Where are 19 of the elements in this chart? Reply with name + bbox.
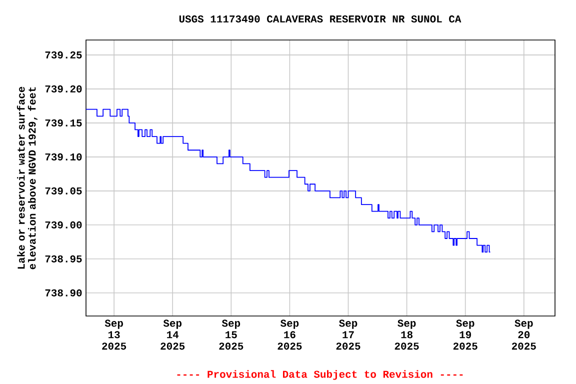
y-tick-label: 739.15 <box>45 119 82 126</box>
y-tick-label: 739.05 <box>45 187 82 194</box>
y-tick-label: 738.95 <box>45 255 82 262</box>
y-tick-label: 739.25 <box>45 51 82 59</box>
x-tick-label: Sep 18 2025 <box>394 320 419 350</box>
x-tick-label: Sep 13 2025 <box>102 320 126 350</box>
chart-title: USGS 11173490 CALAVERAS RESERVOIR NR SUNOL CA <box>179 15 462 23</box>
y-tick-label: 738.90 <box>45 289 82 296</box>
x-tick-label: Sep 15 2025 <box>219 320 244 350</box>
y-tick-label: 739.00 <box>45 221 82 228</box>
x-tick-label: Sep 19 2025 <box>453 320 478 350</box>
y-tick-label: 739.10 <box>45 153 82 160</box>
text: ---- Provisional Data Subject to Revision ---- <box>177 370 463 380</box>
x-tick-label: Sep 14 2025 <box>160 320 185 350</box>
y-axis-title: Lake or reservoir water surface elevation above NGVD 1929, feet <box>16 86 38 270</box>
x-tick-label: Sep 20 2025 <box>512 320 536 350</box>
x-tick-label: Sep 17 2025 <box>336 320 360 350</box>
x-tick-label: Sep 16 2025 <box>278 320 302 350</box>
y-tick-label: 739.20 <box>45 85 82 93</box>
